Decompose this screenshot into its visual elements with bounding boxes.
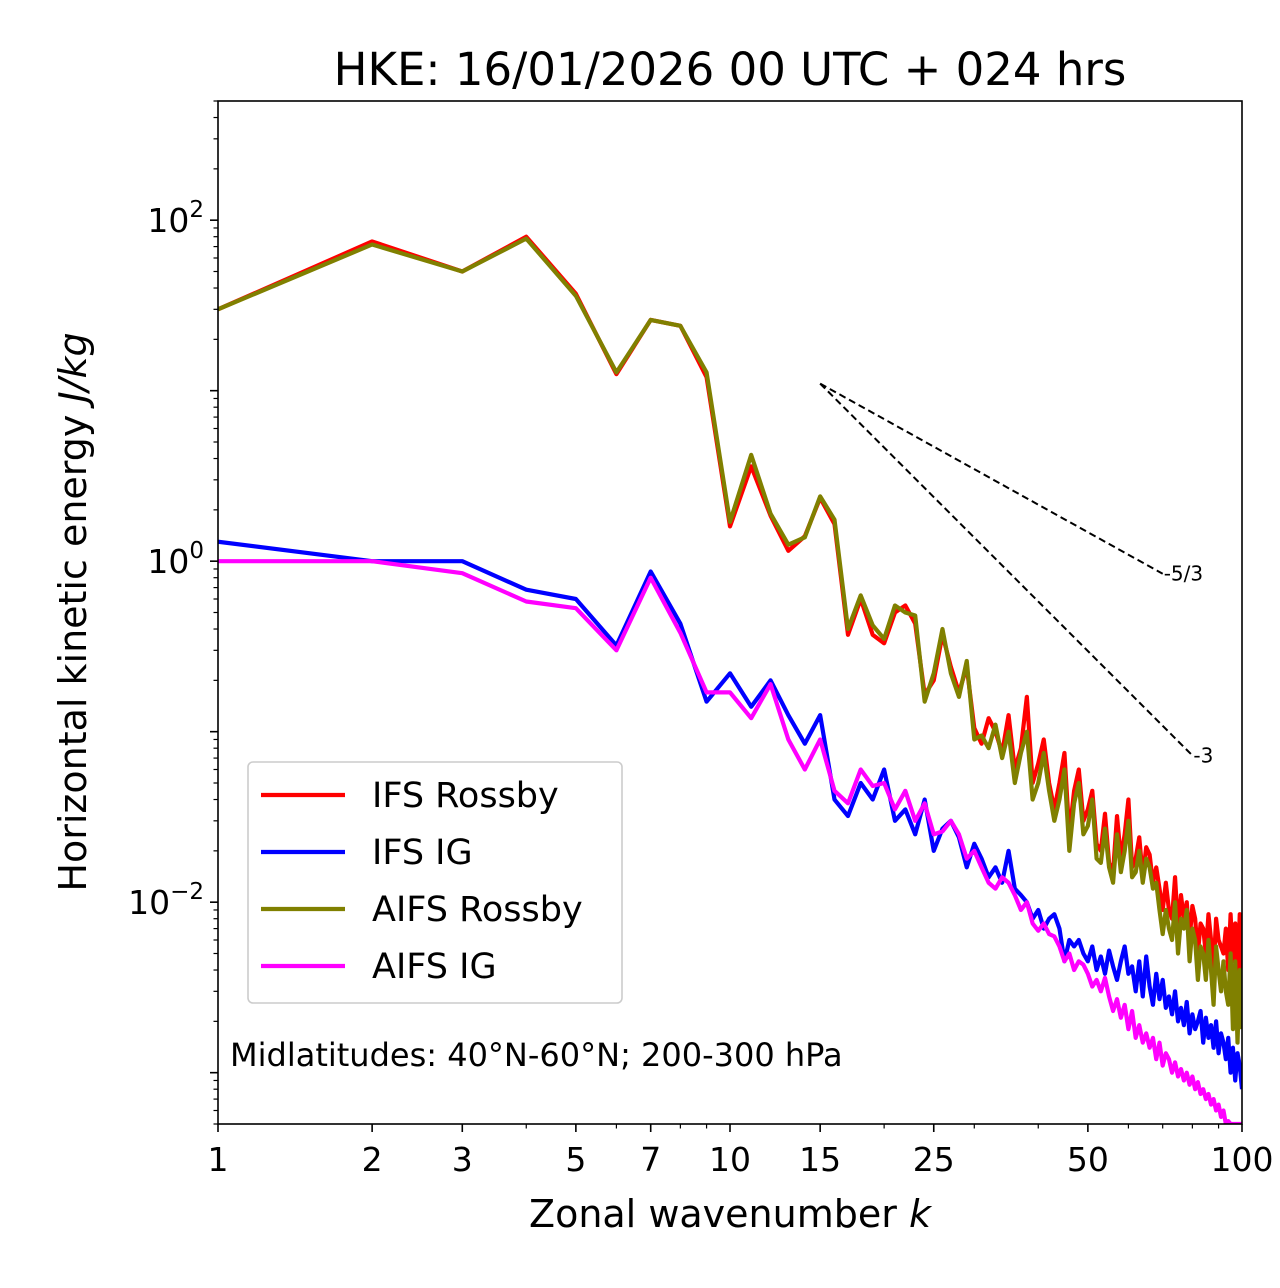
slope-label: -5/3: [1164, 562, 1203, 586]
x-tick-label: 5: [565, 1140, 586, 1179]
y-tick-label: 102: [147, 197, 204, 240]
y-tick-label: 10−2: [128, 879, 204, 922]
legend-label: IFS IG: [372, 833, 473, 873]
x-tick-label: 15: [799, 1140, 841, 1179]
x-tick-label: 2: [362, 1140, 383, 1179]
chart-title: HKE: 16/01/2026 00 UTC + 024 hrs: [334, 43, 1127, 96]
y-axis-units: J/kg: [51, 332, 95, 409]
major-ticks: [210, 219, 1243, 1132]
region-annotation: Midlatitudes: 40°N-60°N; 200-300 hPa: [230, 1036, 843, 1074]
y-tick-label: 100: [147, 538, 204, 581]
x-tick-label: 25: [913, 1140, 955, 1179]
x-tick-label: 1: [208, 1140, 229, 1179]
series-line-aifs-rossby: [218, 236, 1242, 1045]
x-axis-label: Zonal wavenumber k: [529, 1192, 933, 1236]
reference-slopes: -5/3 -3: [819, 382, 1213, 767]
legend-label: IFS Rossby: [372, 776, 559, 816]
y-axis-label-text: Horizontal kinetic energy: [51, 415, 95, 892]
legend-box: [247, 761, 623, 1004]
series-line-aifs-ig: [218, 559, 1242, 1124]
legend-label: AIFS Rossby: [372, 890, 583, 930]
y-tick-labels: 102 100 10−2: [128, 197, 204, 922]
legend: IFS Rossby IFS IG AIFS Rossby AIFS IG: [247, 761, 623, 1004]
x-tick-label: 3: [452, 1140, 473, 1179]
legend-entries: IFS Rossby IFS IG AIFS Rossby AIFS IG: [261, 776, 583, 987]
x-tick-label: 100: [1211, 1140, 1274, 1179]
series-line-ifs-ig: [218, 539, 1242, 1090]
x-tick-labels: 1 2 3 5 7 10 15 25 50 100: [208, 1140, 1274, 1179]
x-axis-label-text: Zonal wavenumber: [529, 1192, 897, 1236]
x-tick-label: 50: [1067, 1140, 1109, 1179]
slope-label: -3: [1193, 743, 1213, 767]
y-axis-label: Horizontal kinetic energy J/kg: [51, 332, 95, 891]
series-group: [218, 234, 1242, 1124]
x-axis-variable: k: [909, 1192, 933, 1236]
plot-frame: [217, 100, 1243, 1125]
x-tick-label: 10: [709, 1140, 751, 1179]
x-tick-label: 7: [640, 1140, 661, 1179]
legend-label: AIFS IG: [372, 947, 497, 987]
